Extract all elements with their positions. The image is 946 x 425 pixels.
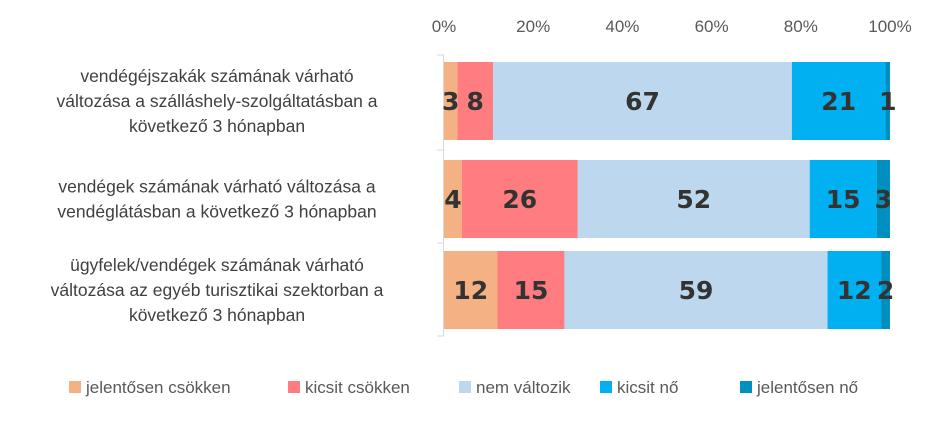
data-label: 12 bbox=[837, 276, 872, 305]
data-label: 59 bbox=[679, 276, 714, 305]
legend-swatch bbox=[288, 381, 300, 393]
data-label: 3 bbox=[442, 87, 459, 116]
data-label: 1 bbox=[879, 87, 896, 116]
legend-entry: kicsit csökken bbox=[305, 378, 410, 397]
bar-segment bbox=[881, 251, 890, 329]
bar-segment bbox=[444, 62, 458, 140]
x-tick-label: 40% bbox=[605, 17, 639, 36]
data-label: 3 bbox=[875, 185, 892, 214]
bar-segment bbox=[444, 160, 462, 238]
data-label: 4 bbox=[444, 185, 461, 214]
category-label: ügyfelek/vendégek számának várható változ… bbox=[51, 255, 384, 325]
data-label: 8 bbox=[467, 87, 484, 116]
bar-segment bbox=[493, 62, 792, 140]
legend: jelentősen csökken kicsit csökken nem vált… bbox=[69, 378, 858, 397]
category-label: vendégéjszakák számának várható változása… bbox=[56, 66, 377, 136]
data-labels: 3 8 67 21 14 26 52 15 312 15 59 12 2 bbox=[442, 87, 896, 305]
legend-swatch bbox=[740, 381, 752, 393]
x-tick-label: 100% bbox=[868, 17, 911, 36]
legend-entry: jelentősen nő bbox=[756, 378, 858, 397]
bar-segment bbox=[457, 62, 494, 140]
x-tick-label: 20% bbox=[516, 17, 550, 36]
legend-swatch bbox=[600, 381, 612, 393]
bar-segment bbox=[497, 251, 565, 329]
x-tick-label: 60% bbox=[695, 17, 729, 36]
data-label: 21 bbox=[821, 87, 856, 116]
category-labels: vendégéjszakák számának várható változása… bbox=[51, 66, 384, 325]
legend-swatch bbox=[459, 381, 471, 393]
data-label: 26 bbox=[502, 185, 537, 214]
bar-segment bbox=[577, 160, 810, 238]
x-tick-label: 80% bbox=[784, 17, 818, 36]
data-label: 2 bbox=[877, 276, 894, 305]
legend-swatch bbox=[69, 381, 81, 393]
bar-segment bbox=[461, 160, 578, 238]
bar-segment bbox=[444, 251, 498, 329]
data-label: 15 bbox=[514, 276, 549, 305]
data-label: 67 bbox=[625, 87, 660, 116]
bar-segment bbox=[876, 160, 890, 238]
data-label: 12 bbox=[453, 276, 488, 305]
x-tick-label: 0% bbox=[432, 17, 457, 36]
x-axis: 0% 20% 40% 60% 80% 100% bbox=[432, 17, 912, 337]
legend-entry: jelentősen csökken bbox=[85, 378, 231, 397]
legend-entry: nem változik bbox=[476, 378, 571, 397]
data-label: 52 bbox=[676, 185, 711, 214]
bars bbox=[444, 62, 890, 329]
bar-segment bbox=[827, 251, 882, 329]
bar-segment bbox=[791, 62, 886, 140]
bar-segment bbox=[809, 160, 877, 238]
bar-segment bbox=[885, 62, 890, 140]
legend-entry: kicsit nő bbox=[617, 378, 678, 397]
category-label: vendégek számának várható változása a ven… bbox=[57, 177, 376, 222]
bar-segment bbox=[564, 251, 828, 329]
data-label: 15 bbox=[826, 185, 861, 214]
